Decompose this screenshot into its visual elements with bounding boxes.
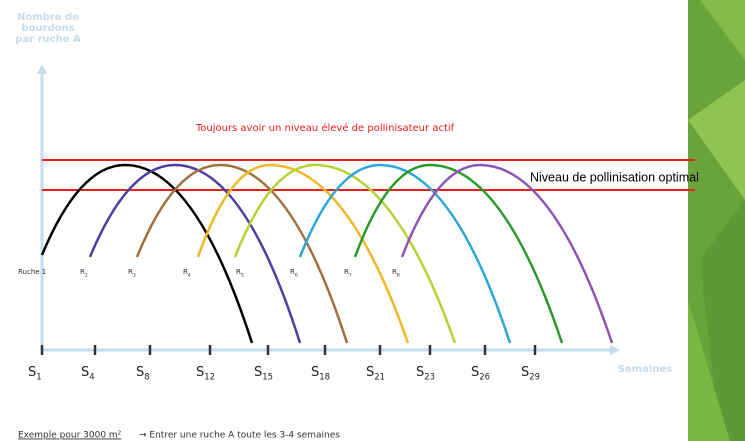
x-label: S8 — [136, 365, 150, 382]
curve-label: R6 — [290, 268, 298, 278]
curve — [355, 165, 562, 343]
curve — [198, 165, 408, 343]
label-sub: 8 — [397, 272, 400, 278]
curve-label: R5 — [236, 268, 244, 278]
label-main: S — [254, 365, 262, 380]
label-sub: 21 — [374, 371, 385, 381]
label-sub: 23 — [424, 371, 435, 381]
label-main: S — [311, 365, 319, 380]
x-label: S1 — [28, 365, 42, 382]
x-label: S26 — [471, 365, 490, 382]
label-sub: 15 — [262, 371, 273, 381]
label-sub: 29 — [529, 371, 540, 381]
curve-label: R3 — [128, 268, 136, 278]
footer-instruction: → Entrer une ruche A toute les 3-4 semai… — [139, 431, 340, 441]
label-main: S — [366, 365, 374, 380]
curve-label: Ruche 1 — [18, 268, 46, 276]
curve-label: R4 — [183, 268, 191, 278]
label-sub: 3 — [133, 272, 136, 278]
x-label: S18 — [311, 365, 330, 382]
label-main: S — [196, 365, 204, 380]
x-label: S29 — [521, 365, 540, 382]
x-label: S21 — [366, 365, 385, 382]
curve-label: R7 — [344, 268, 352, 278]
label-sub: 1 — [36, 371, 41, 381]
y-axis-title: bourdons — [21, 23, 74, 34]
label-main: S — [471, 365, 479, 380]
label-sub: 5 — [241, 272, 244, 278]
label-main: S — [521, 365, 529, 380]
x-axis-title: Semaines — [618, 364, 672, 375]
label-sub: 2 — [85, 272, 88, 278]
y-axis-title: par ruche A — [15, 34, 81, 45]
label-sub: 26 — [479, 371, 490, 381]
curve — [300, 165, 510, 343]
decoration — [688, 0, 745, 441]
label-main: S — [28, 365, 36, 380]
arrow — [610, 345, 620, 355]
arrow — [37, 64, 47, 74]
label-sub: 8 — [144, 371, 149, 381]
x-label: S4 — [81, 365, 95, 382]
y-axis-title: Nombre de — [17, 12, 79, 23]
slide: Nombre de bourdons par ruche A Semaines … — [0, 0, 745, 441]
x-label: S15 — [254, 365, 273, 382]
label-sub: 6 — [295, 272, 298, 278]
label-sub: 4 — [188, 272, 191, 278]
label-main: S — [81, 365, 89, 380]
label-sub: 4 — [89, 371, 94, 381]
curves — [42, 165, 612, 343]
label-sub: 12 — [204, 371, 215, 381]
x-label: S12 — [196, 365, 215, 382]
curve-label: R8 — [392, 268, 400, 278]
curve — [235, 165, 455, 343]
footer-example: Exemple pour 3000 m² — [18, 431, 122, 441]
curve-label: R2 — [80, 268, 88, 278]
label-sub: 7 — [349, 272, 352, 278]
label-main: S — [416, 365, 424, 380]
label-sub: 18 — [319, 371, 330, 381]
optimal-label: Niveau de pollinisation optimal — [530, 170, 699, 184]
label-main: S — [136, 365, 144, 380]
curve — [42, 165, 252, 343]
headline: Toujours avoir un niveau élevé de pollin… — [195, 122, 455, 134]
x-label: S23 — [416, 365, 435, 382]
